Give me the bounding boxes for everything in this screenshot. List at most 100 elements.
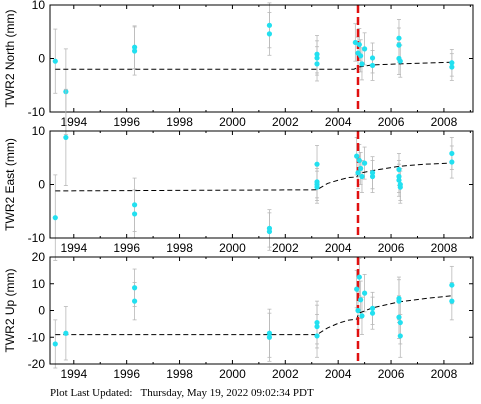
data-point-north-6 [314, 51, 320, 57]
data-point-east-1 [63, 134, 69, 141]
data-point-north-3 [132, 44, 138, 50]
data-point-north-15 [369, 55, 376, 61]
data-point-east-24 [449, 159, 455, 165]
data-point-east-18 [396, 166, 402, 173]
data-point-north-5 [266, 31, 273, 37]
model-curve-up [55, 295, 452, 336]
data-point-east-11 [356, 157, 362, 164]
x-tick-label-north-1994: 1994 [60, 115, 87, 129]
x-tick-label-north-2002: 2002 [272, 115, 299, 129]
data-point-up-15 [369, 305, 376, 311]
y-tick-label-east--10: -10 [28, 231, 46, 245]
panel-east: 1994 1996 1998 2000 2002 2004 2006 2008 -10 0 10 TW… [3, 88, 474, 261]
data-point-north-22 [449, 64, 455, 70]
data-point-east-15 [355, 170, 361, 176]
x-tick-label-north-2004: 2004 [325, 115, 352, 129]
data-point-north-20 [397, 58, 403, 64]
data-point-east-23 [449, 150, 455, 157]
data-point-north-0 [52, 58, 58, 64]
y-tick-label-up--10: -10 [28, 330, 46, 344]
data-point-east-22 [397, 181, 403, 188]
x-tick-label-up-2006: 2006 [378, 367, 405, 381]
data-point-up-0 [52, 341, 58, 347]
data-point-up-19 [396, 314, 402, 320]
data-point-up-3 [132, 298, 138, 304]
y-axis-label-up: TWR2 Up (mm) [3, 269, 17, 353]
data-point-east-13 [359, 173, 365, 180]
axes-frame-north [49, 4, 474, 113]
x-tick-label-north-2008: 2008 [431, 115, 458, 129]
axes-frame-up [49, 256, 474, 365]
y-tick-label-north-10: 10 [32, 0, 46, 12]
data-point-up-14 [355, 307, 361, 314]
x-tick-label-north-1996: 1996 [113, 115, 140, 129]
data-point-north-10 [356, 41, 362, 48]
data-point-up-5 [266, 334, 273, 340]
data-point-north-12 [359, 61, 365, 67]
data-point-east-0 [52, 215, 58, 221]
data-point-up-1 [63, 330, 69, 336]
x-tick-label-north-1998: 1998 [166, 115, 193, 129]
data-point-up-8 [314, 333, 320, 339]
data-point-up-13 [362, 290, 368, 296]
data-point-up-7 [314, 323, 320, 330]
data-point-east-16 [369, 170, 376, 176]
data-point-east-19 [396, 173, 402, 180]
footer-timestamp: Plot Last Updated: Thursday, May 19, 202… [50, 387, 314, 399]
x-tick-label-up-2008: 2008 [431, 367, 458, 381]
axes-frame-east [49, 130, 474, 239]
data-point-east-9 [314, 181, 320, 188]
data-point-east-6 [314, 161, 320, 167]
y-tick-label-up-20: 20 [32, 250, 46, 264]
panel-north: 1994 1996 1998 2000 2002 2004 2006 2008 -10 0 10 TW… [3, 0, 474, 135]
x-tick-label-up-2004: 2004 [325, 367, 352, 381]
data-point-up-22 [449, 282, 455, 288]
data-point-up-21 [397, 319, 403, 326]
data-point-east-5 [266, 228, 273, 235]
x-tick-label-east-1994: 1994 [60, 241, 87, 255]
data-point-north-21 [449, 60, 455, 66]
data-point-north-4 [266, 22, 273, 28]
data-point-up-12 [359, 313, 365, 319]
data-point-east-12 [358, 165, 364, 172]
data-point-east-14 [362, 160, 368, 166]
data-point-up-11 [358, 297, 364, 303]
data-point-north-8 [314, 55, 320, 61]
data-point-east-3 [132, 211, 138, 217]
y-tick-label-east-0: 0 [38, 178, 45, 192]
x-tick-label-east-2002: 2002 [272, 241, 299, 255]
data-point-up-9 [354, 286, 360, 292]
data-point-up-23 [449, 298, 455, 304]
data-point-north-9 [352, 39, 358, 46]
data-point-north-2 [132, 48, 138, 54]
x-tick-label-north-2000: 2000 [219, 115, 246, 129]
x-tick-label-east-2006: 2006 [378, 241, 405, 255]
data-point-up-20 [397, 333, 403, 339]
data-point-north-17 [396, 35, 402, 41]
y-axis-label-north: TWR2 North (mm) [3, 10, 17, 108]
y-tick-label-east-10: 10 [32, 124, 46, 138]
x-tick-label-north-2006: 2006 [378, 115, 405, 129]
model-curve-east [55, 162, 452, 192]
x-tick-label-east-2004: 2004 [325, 241, 352, 255]
data-point-up-4 [266, 330, 273, 336]
x-tick-label-east-1998: 1998 [166, 241, 193, 255]
model-curve-north [55, 61, 452, 70]
x-tick-label-up-1998: 1998 [166, 367, 193, 381]
x-tick-label-up-1996: 1996 [113, 367, 140, 381]
x-tick-label-up-2000: 2000 [219, 367, 246, 381]
y-tick-label-up--20: -20 [28, 357, 46, 371]
data-point-up-16 [369, 310, 376, 316]
x-tick-label-up-2002: 2002 [272, 367, 299, 381]
x-tick-label-east-2000: 2000 [219, 241, 246, 255]
data-point-north-7 [314, 61, 320, 67]
y-tick-label-up-0: 0 [38, 304, 45, 318]
data-point-east-2 [132, 202, 138, 208]
data-point-east-17 [369, 173, 376, 180]
y-tick-label-up-10: 10 [32, 277, 46, 291]
data-point-up-10 [356, 274, 362, 280]
data-point-north-16 [369, 62, 376, 69]
y-tick-label-north--10: -10 [28, 105, 46, 119]
data-point-east-10 [354, 153, 360, 159]
